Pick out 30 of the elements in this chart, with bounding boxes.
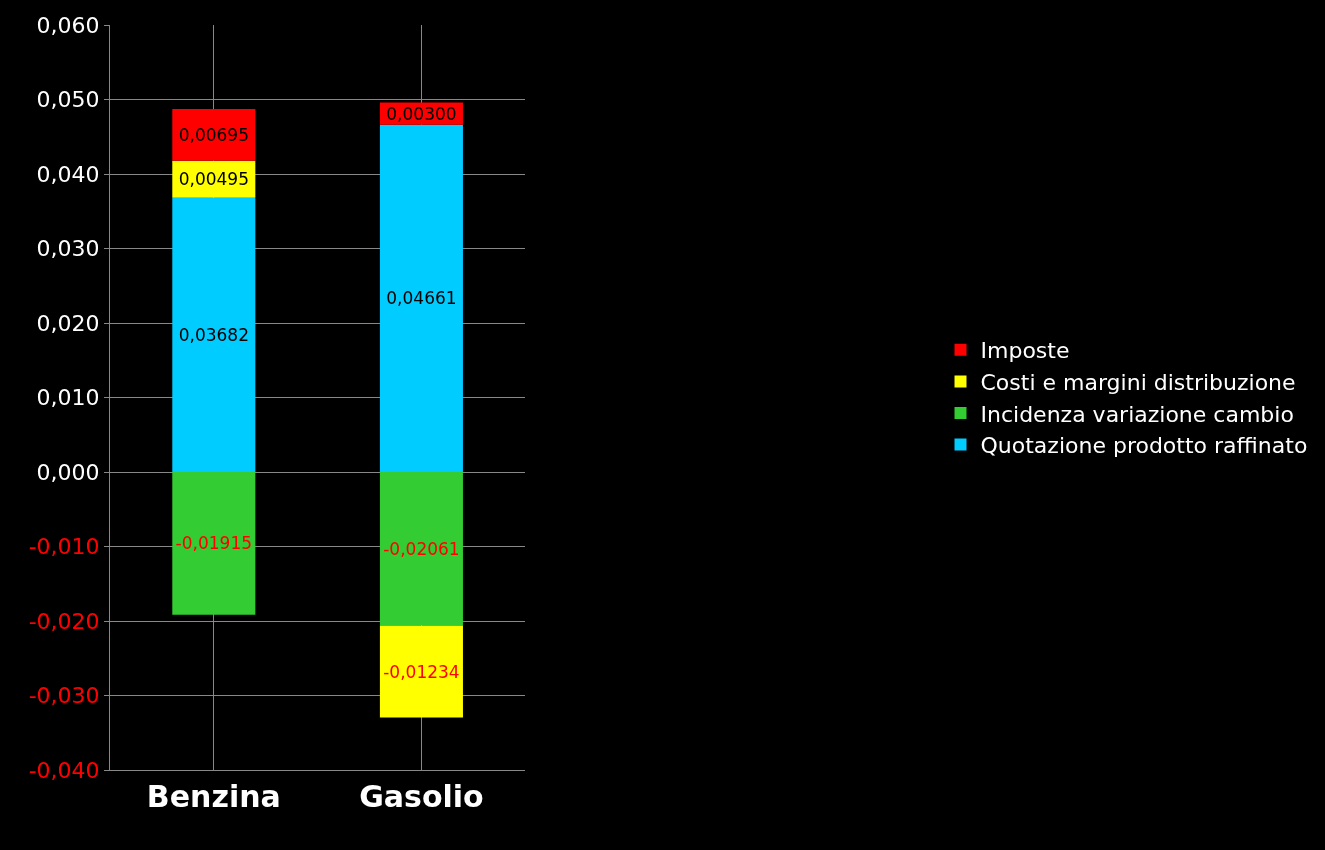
x-tick-label: Benzina [146, 779, 281, 814]
y-tick-label: -0,010 [28, 534, 100, 560]
data-label: 0,03682 [178, 324, 249, 345]
data-label: -0,01234 [383, 661, 460, 682]
data-label: 0,00495 [178, 169, 249, 190]
x-tick-label: Gasolio [359, 779, 484, 814]
bar [379, 625, 463, 718]
y-tick-label: 0,000 [36, 459, 100, 485]
legend-label: Costi e margini distribuzione [980, 369, 1296, 395]
data-label: 0,00300 [386, 103, 457, 124]
bar [379, 472, 463, 626]
y-tick-label: -0,030 [28, 683, 100, 709]
data-label: 0,04661 [386, 288, 457, 309]
bar [172, 472, 256, 615]
legend-label: Incidenza variazione cambio [980, 401, 1294, 427]
data-label: -0,01915 [175, 533, 253, 554]
legend-label: Quotazione prodotto raffinato [980, 433, 1308, 459]
y-tick-label: 0,050 [36, 87, 100, 113]
legend-label: Imposte [980, 338, 1070, 364]
y-tick-label: 0,020 [36, 310, 100, 336]
y-tick-label: 0,010 [36, 385, 100, 411]
y-tick-label: 0,060 [36, 12, 100, 38]
bar [172, 197, 256, 472]
data-label: 0,00695 [178, 124, 249, 145]
y-tick-label: -0,020 [28, 608, 100, 634]
y-tick-label: -0,040 [28, 757, 100, 783]
y-tick-label: 0,030 [36, 236, 100, 262]
bar [379, 124, 463, 472]
y-tick-label: 0,040 [36, 161, 100, 187]
data-label: -0,02061 [383, 538, 460, 559]
